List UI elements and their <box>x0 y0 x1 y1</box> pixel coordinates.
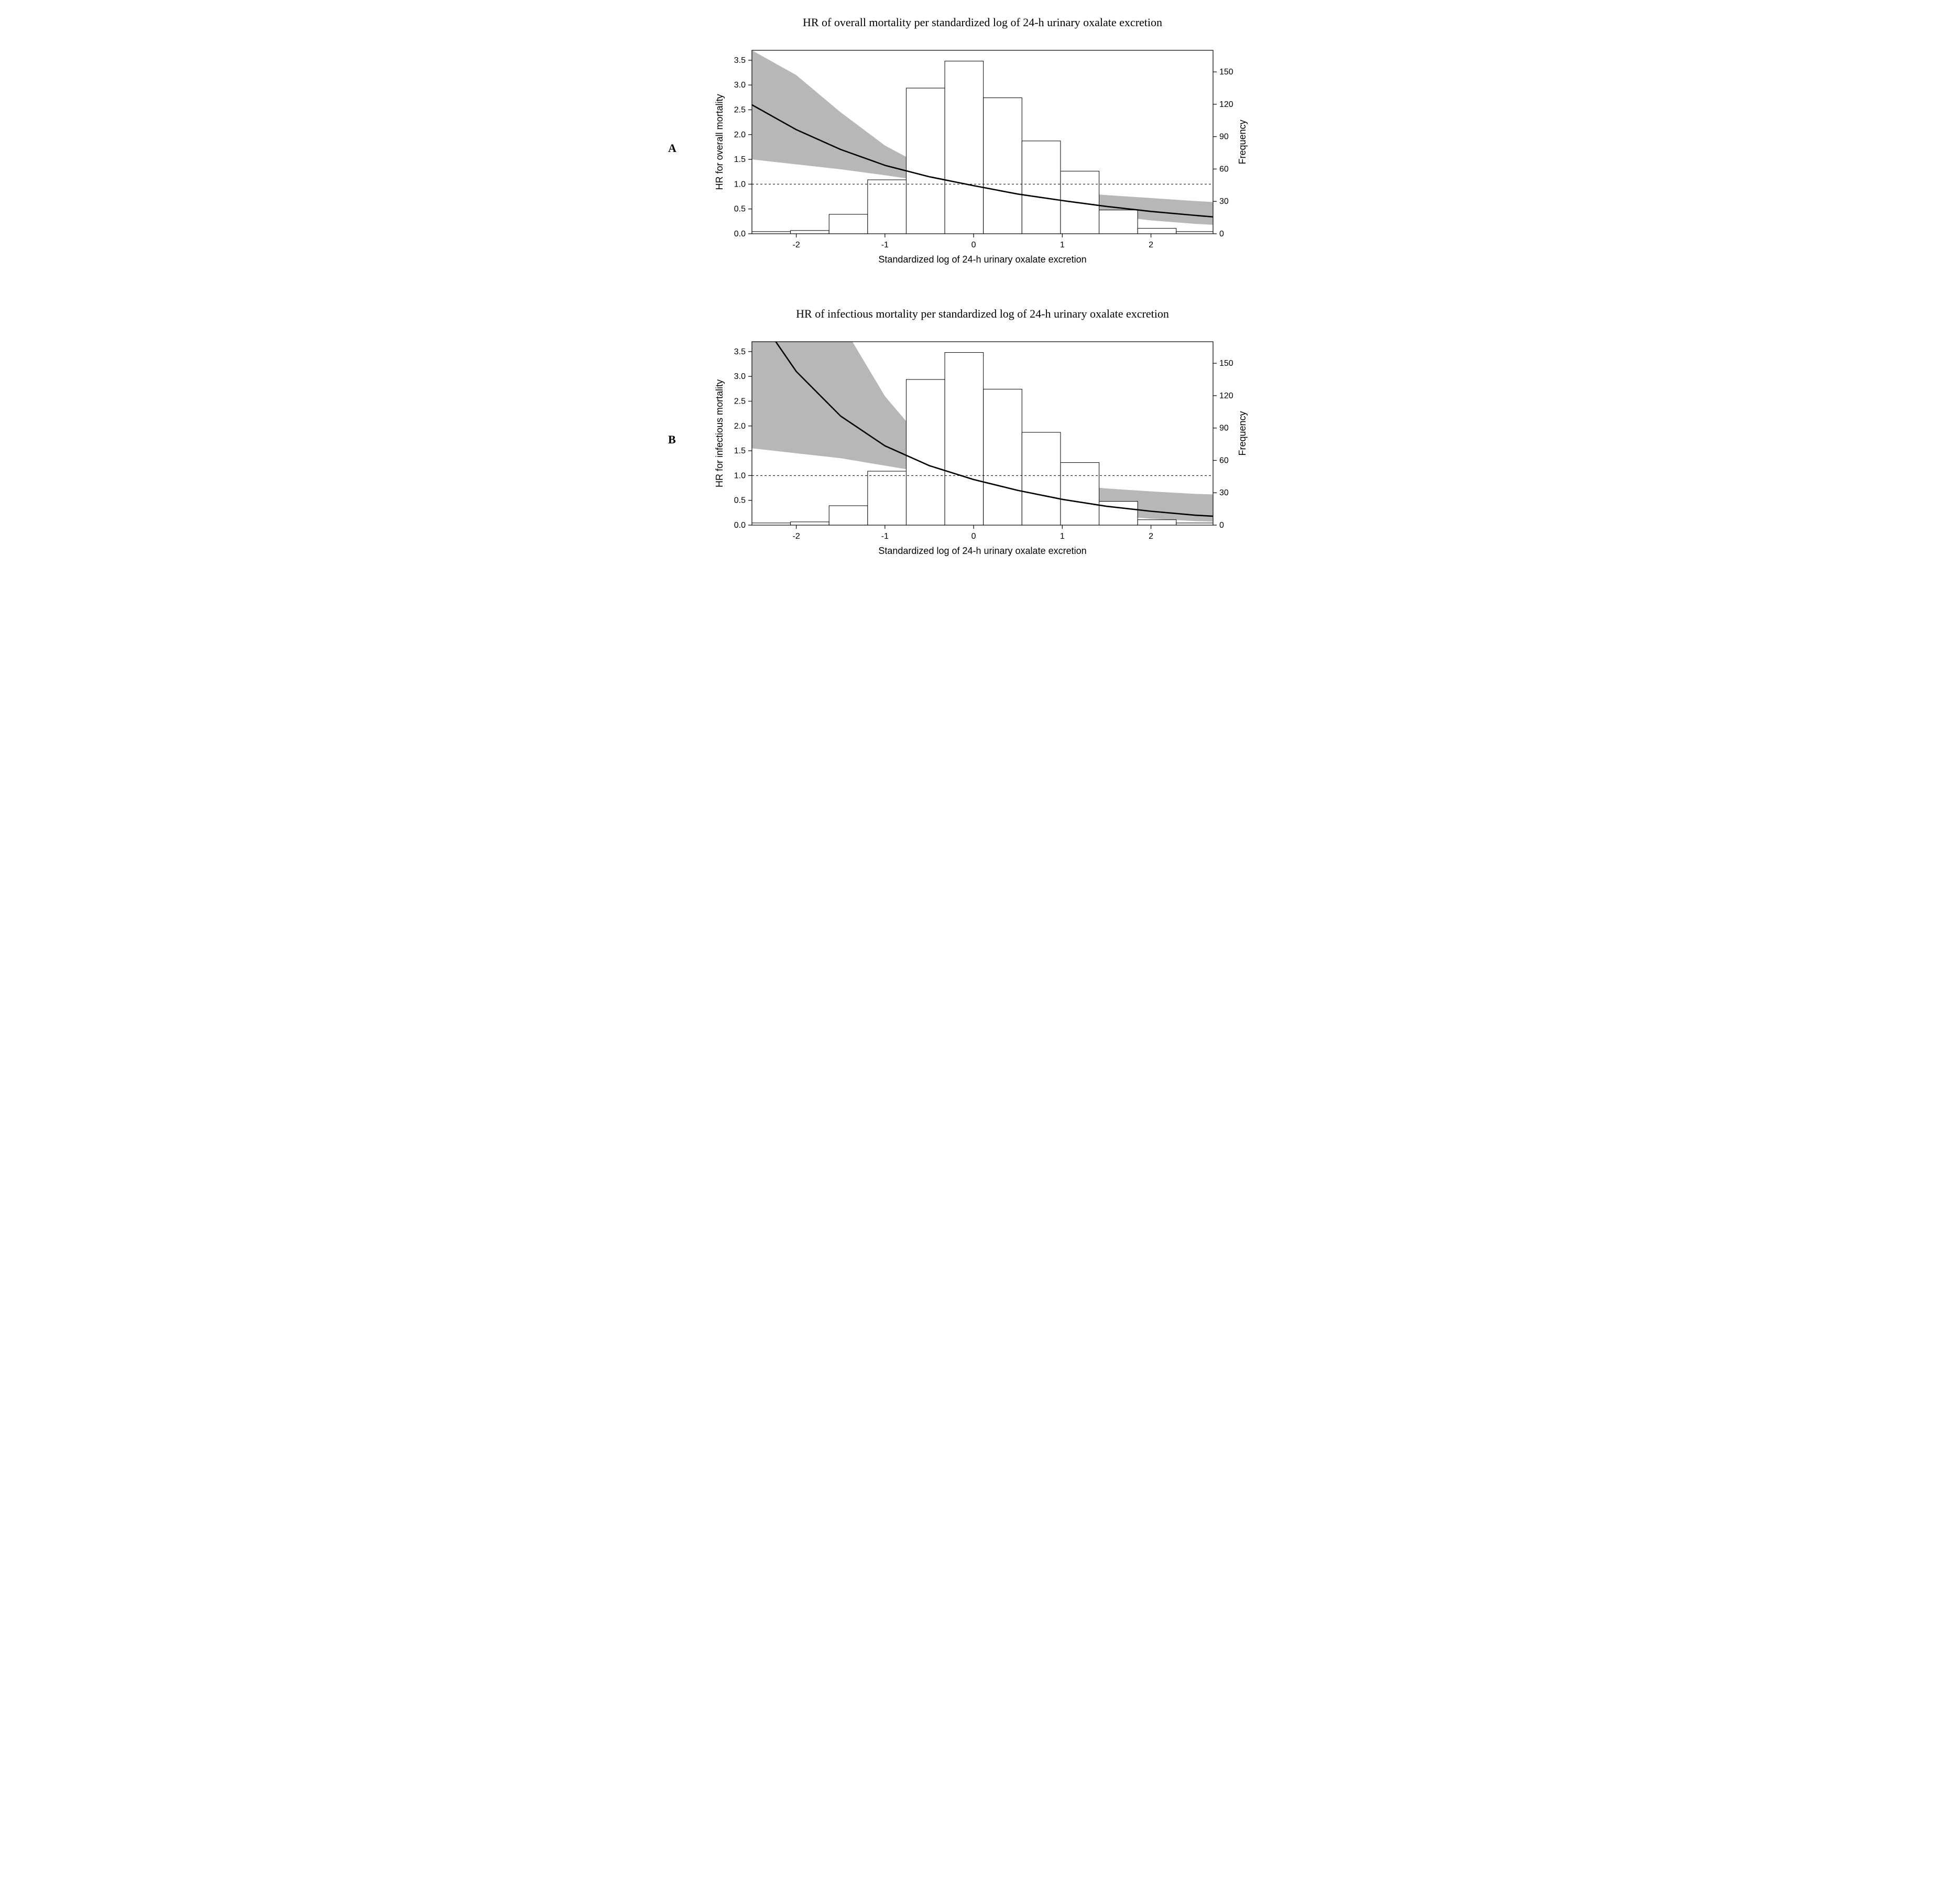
panel-a-title: HR of overall mortality per standardized… <box>689 16 1276 29</box>
histogram-bar <box>829 214 868 234</box>
y-left-tick-label: 1.0 <box>734 180 746 189</box>
x-tick-label: 1 <box>1060 532 1065 541</box>
x-axis-title: Standardized log of 24-h urinary oxalate… <box>878 254 1086 265</box>
panel-b-svg: -2 -1 0 1 2 0.0 0.5 1.0 1.5 2.0 2.5 3.0 3.5 0 30 60 90 12… <box>705 326 1260 572</box>
y-left-axis-title: HR for overall mortality <box>714 94 725 190</box>
histogram-bar <box>868 471 907 525</box>
y-right-tick-label: 30 <box>1219 197 1229 206</box>
x-tick-label: 2 <box>1149 241 1153 249</box>
y-left-tick-label: 1.5 <box>734 155 746 164</box>
histogram-bar <box>752 232 791 234</box>
x-tick-label: 0 <box>971 532 976 541</box>
y-left-axis-title: HR for infectious mortality <box>714 379 725 487</box>
page: A HR of overall mortality per standardiz… <box>658 0 1286 619</box>
y-left-tick-label: 0.0 <box>734 230 746 238</box>
y-right-tick-label: 150 <box>1219 359 1233 368</box>
panel-a-row: A HR of overall mortality per standardiz… <box>668 16 1276 281</box>
x-tick-label: -2 <box>792 532 800 541</box>
x-tick-label: 1 <box>1060 241 1065 249</box>
histogram-bar <box>1176 523 1215 525</box>
histogram-bar <box>1176 232 1215 234</box>
y-left-tick-label: 0.0 <box>734 521 746 530</box>
histogram-bar <box>1022 432 1061 525</box>
panel-a-chart: -2 -1 0 1 2 0.0 0.5 1.0 1.5 2.0 2.5 3.0 3.5 0 30 60 90 12… <box>689 35 1276 281</box>
histogram-bar <box>1138 229 1176 234</box>
y-left-tick-label: 1.0 <box>734 471 746 480</box>
y-right-tick-label: 120 <box>1219 391 1233 400</box>
histogram-bar <box>906 379 945 525</box>
y-right-tick-label: 60 <box>1219 165 1229 173</box>
y-left-tick-label: 3.0 <box>734 81 746 90</box>
histogram-bar <box>984 98 1022 234</box>
panel-b-body: HR of infectious mortality per standardi… <box>689 307 1276 572</box>
y-left-tick-label: 3.5 <box>734 56 746 65</box>
panel-b-chart: -2 -1 0 1 2 0.0 0.5 1.0 1.5 2.0 2.5 3.0 3.5 0 30 60 90 12… <box>689 326 1276 572</box>
x-tick-label: 2 <box>1149 532 1153 541</box>
y-left-tick-label: 2.5 <box>734 106 746 115</box>
panel-a-tag: A <box>668 142 689 155</box>
y-right-axis-title: Frequency <box>1237 119 1248 164</box>
histogram-bar <box>791 231 829 234</box>
histogram-bar <box>984 389 1022 525</box>
x-tick-label: -1 <box>881 532 889 541</box>
histogram-bar <box>752 523 791 525</box>
histogram-bar <box>945 353 984 525</box>
x-tick-label: -2 <box>792 241 800 249</box>
panel-b-tag: B <box>668 433 689 447</box>
y-left-tick-label: 1.5 <box>734 447 746 455</box>
histogram-bar <box>1099 502 1138 525</box>
histogram-bar <box>945 61 984 234</box>
y-right-tick-label: 90 <box>1219 133 1229 142</box>
y-left-tick-label: 0.5 <box>734 205 746 214</box>
histogram-bar <box>1061 463 1099 525</box>
x-tick-label: 0 <box>971 241 976 249</box>
y-left-tick-label: 3.0 <box>734 372 746 381</box>
histogram-bar <box>1099 210 1138 234</box>
histogram-bar <box>791 522 829 525</box>
y-right-tick-label: 60 <box>1219 456 1229 465</box>
panel-a-body: HR of overall mortality per standardized… <box>689 16 1276 281</box>
x-axis-title: Standardized log of 24-h urinary oxalate… <box>878 546 1086 556</box>
histogram-bar <box>1138 520 1176 525</box>
y-right-tick-label: 30 <box>1219 488 1229 497</box>
y-right-tick-label: 0 <box>1219 521 1224 530</box>
histogram-bar <box>829 506 868 525</box>
panel-a-svg: -2 -1 0 1 2 0.0 0.5 1.0 1.5 2.0 2.5 3.0 3.5 0 30 60 90 12… <box>705 35 1260 281</box>
histogram-bar <box>906 88 945 234</box>
y-left-tick-label: 2.0 <box>734 422 746 431</box>
histogram-bar <box>1022 141 1061 234</box>
panel-b-row: B HR of infectious mortality per standar… <box>668 307 1276 572</box>
histogram-bar <box>868 180 907 234</box>
y-left-tick-label: 2.5 <box>734 397 746 406</box>
y-right-tick-label: 120 <box>1219 100 1233 109</box>
y-left-tick-label: 0.5 <box>734 496 746 505</box>
x-tick-label: -1 <box>881 241 889 249</box>
y-right-tick-label: 90 <box>1219 424 1229 433</box>
panel-b-title: HR of infectious mortality per standardi… <box>689 307 1276 321</box>
y-left-tick-label: 3.5 <box>734 347 746 356</box>
y-left-tick-label: 2.0 <box>734 130 746 139</box>
y-right-tick-label: 150 <box>1219 68 1233 77</box>
y-right-axis-title: Frequency <box>1237 411 1248 455</box>
y-right-tick-label: 0 <box>1219 230 1224 238</box>
